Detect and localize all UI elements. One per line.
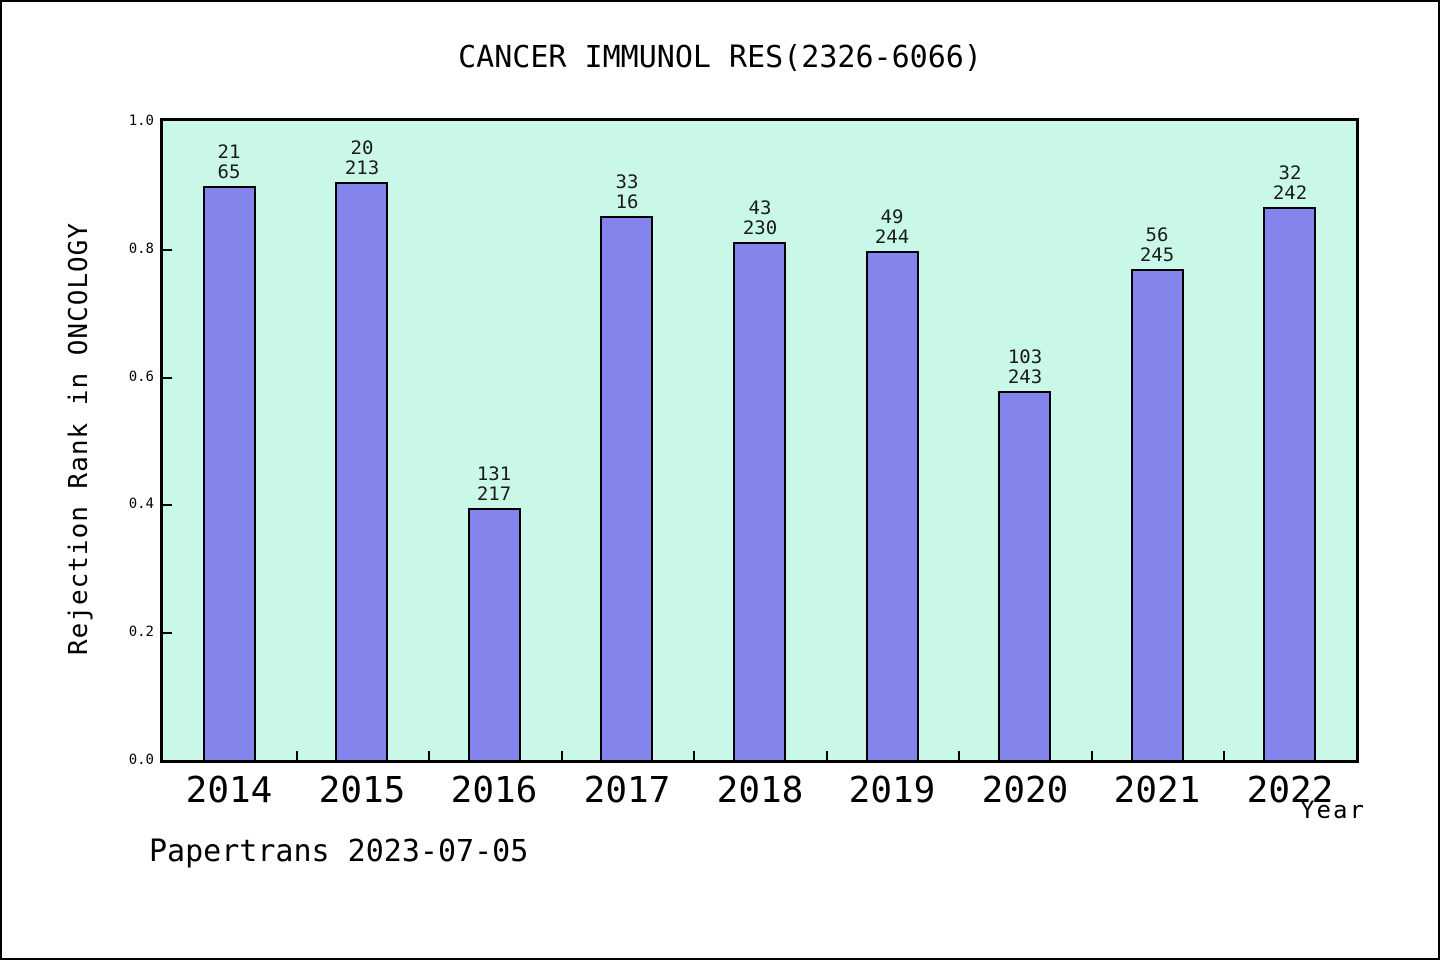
bar-value-label-2014: 21 65 (217, 141, 241, 183)
x-tick-label-2015: 2015 (318, 770, 406, 811)
bar-value-label-2019: 49 244 (874, 206, 910, 248)
x-tick-label-2018: 2018 (716, 770, 804, 811)
bar-2018 (733, 242, 786, 760)
bar-value-label-2018: 43 230 (742, 197, 778, 239)
bar-value-label-2021: 56 245 (1139, 224, 1175, 266)
y-tick-label-1.0: 1.0 (128, 113, 154, 129)
bar-2016 (468, 508, 521, 760)
x-axis-label: Year (1300, 796, 1366, 824)
footer-watermark: Papertrans 2023-07-05 (149, 834, 529, 869)
y-tick-label-0.0: 0.0 (128, 752, 154, 768)
bar-2020 (998, 391, 1051, 760)
y-axis-tick (163, 504, 172, 506)
x-axis-tick (1223, 751, 1225, 760)
y-axis-tick (163, 249, 172, 251)
y-tick-label-0.6: 0.6 (128, 369, 154, 385)
bar-2019 (866, 251, 919, 760)
bar-2014 (203, 186, 256, 760)
y-tick-label-0.8: 0.8 (128, 241, 154, 257)
y-axis-tick (163, 377, 172, 379)
chart-title: CANCER IMMUNOL RES(2326-6066) (458, 40, 982, 75)
bar-2017 (600, 216, 653, 760)
bar-value-label-2022: 32 242 (1272, 162, 1308, 204)
bar-value-label-2016: 131 217 (476, 463, 512, 505)
x-axis-tick (561, 751, 563, 760)
bar-2021 (1131, 269, 1184, 760)
plot-area: 21 65 20 213 131 217 33 16 43 230 49 244 103 2… (160, 118, 1359, 763)
x-axis-tick (693, 751, 695, 760)
x-axis-tick (1091, 751, 1093, 760)
x-tick-label-2019: 2019 (848, 770, 936, 811)
x-axis-tick (958, 751, 960, 760)
y-tick-label-0.4: 0.4 (128, 496, 154, 512)
x-tick-label-2014: 2014 (185, 770, 273, 811)
x-tick-label-2021: 2021 (1113, 770, 1201, 811)
x-axis-tick (296, 751, 298, 760)
x-axis-tick (826, 751, 828, 760)
bar-value-label-2020: 103 243 (1007, 346, 1043, 388)
x-tick-label-2017: 2017 (583, 770, 671, 811)
bar-value-label-2015: 20 213 (344, 137, 380, 179)
x-tick-label-2016: 2016 (450, 770, 538, 811)
x-axis-tick (428, 751, 430, 760)
y-axis-tick (163, 632, 172, 634)
y-axis-label: Rejection Rank in ONCOLOGY (64, 222, 94, 655)
bar-value-label-2017: 33 16 (615, 171, 639, 213)
x-tick-label-2022: 2022 (1246, 770, 1334, 811)
bar-2022 (1263, 207, 1316, 760)
bar-2015 (335, 182, 388, 760)
y-tick-label-0.2: 0.2 (128, 624, 154, 640)
x-tick-label-2020: 2020 (981, 770, 1069, 811)
